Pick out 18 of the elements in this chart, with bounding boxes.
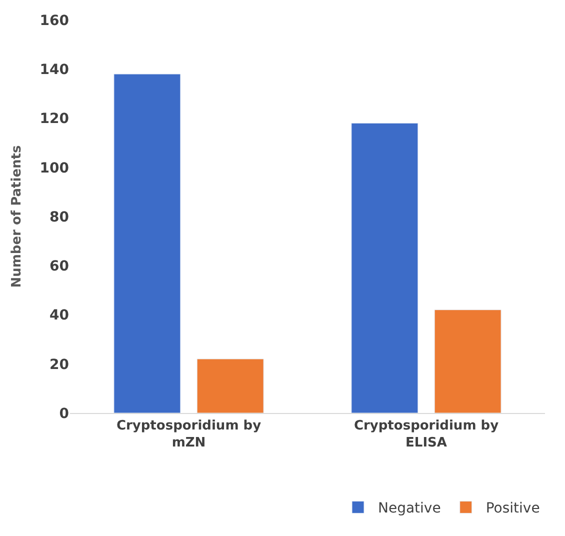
legend-label: Negative (378, 500, 441, 517)
bar (351, 122, 418, 413)
bar (114, 74, 181, 413)
y-tick-label: 0 (59, 406, 70, 422)
y-tick-label: 120 (40, 111, 70, 128)
y-tick-label: 60 (50, 258, 70, 275)
y-tick-label: 100 (40, 160, 70, 176)
y-tick-label: 160 (40, 12, 70, 29)
legend-label: Positive (486, 500, 540, 517)
y-tick-label: 140 (40, 62, 70, 78)
y-axis-title: Number of Patients (10, 144, 25, 288)
y-tick-label: 80 (50, 209, 70, 226)
bar (196, 358, 264, 413)
y-tick-label: 20 (50, 356, 70, 373)
y-tick-label: 40 (50, 308, 70, 324)
x-tick-label: Cryptosporidium by ELISA (354, 418, 500, 450)
x-tick-label: Cryptosporidium by mZN (116, 418, 262, 450)
bar (434, 310, 502, 413)
